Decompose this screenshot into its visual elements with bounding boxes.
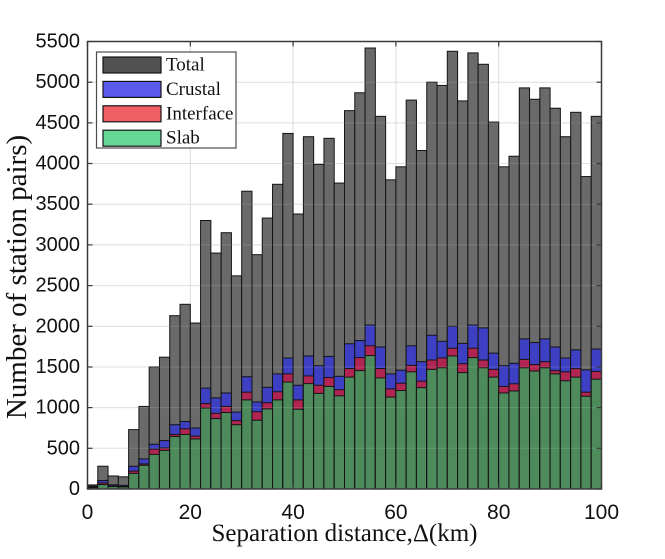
svg-text:40: 40 xyxy=(281,501,304,524)
svg-text:2000: 2000 xyxy=(36,315,81,337)
svg-text:1500: 1500 xyxy=(36,356,81,378)
svg-text:5000: 5000 xyxy=(36,71,81,93)
svg-text:Total: Total xyxy=(166,55,205,76)
svg-text:3500: 3500 xyxy=(36,193,81,215)
svg-text:Number of station pairs): Number of station pairs) xyxy=(1,135,33,419)
svg-text:Slab: Slab xyxy=(166,128,200,149)
svg-text:5500: 5500 xyxy=(36,31,81,53)
svg-text:4000: 4000 xyxy=(36,153,81,175)
svg-text:80: 80 xyxy=(487,501,510,524)
svg-text:Separation distance,Δ(km): Separation distance,Δ(km) xyxy=(212,520,478,547)
svg-text:1000: 1000 xyxy=(36,397,81,419)
svg-text:500: 500 xyxy=(47,437,80,459)
svg-text:Interface: Interface xyxy=(166,103,234,124)
svg-text:2500: 2500 xyxy=(36,275,81,297)
svg-text:3000: 3000 xyxy=(36,234,81,256)
svg-text:0: 0 xyxy=(82,501,94,524)
svg-text:0: 0 xyxy=(69,478,80,500)
svg-text:100: 100 xyxy=(584,501,619,524)
svg-text:Crustal: Crustal xyxy=(166,79,221,100)
svg-text:20: 20 xyxy=(179,501,202,524)
svg-text:60: 60 xyxy=(384,501,407,524)
svg-text:4500: 4500 xyxy=(36,112,81,134)
